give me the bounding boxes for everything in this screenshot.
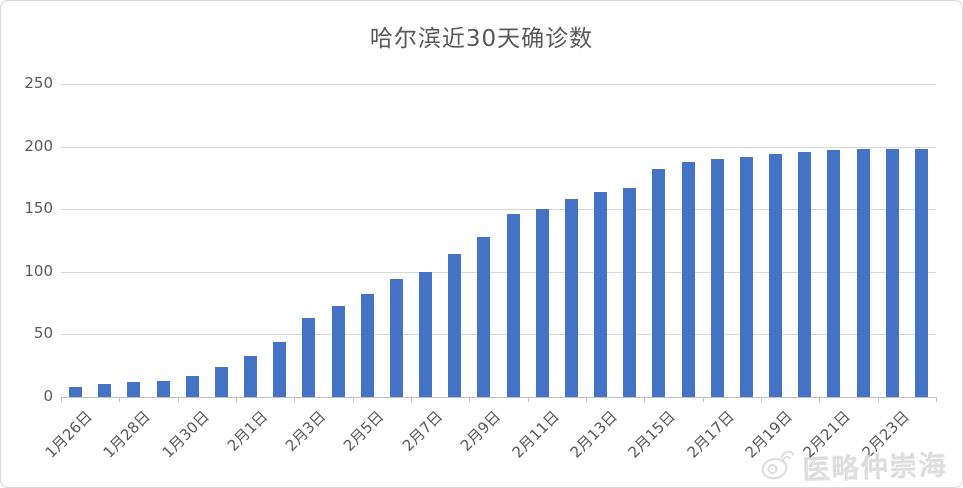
bar-2月19日 xyxy=(769,154,783,397)
y-axis-tick-label: 150 xyxy=(24,199,53,218)
bar-2月4日 xyxy=(331,305,345,397)
bar-1月28日 xyxy=(127,381,141,397)
y-gridline xyxy=(61,209,936,211)
x-axis-tick-mark xyxy=(761,397,762,402)
x-axis-tick-mark xyxy=(877,397,879,402)
bar-2月20日 xyxy=(798,151,812,397)
x-axis-tick-label: 2月5日 xyxy=(339,407,388,455)
x-axis-tick-label: 2月19日 xyxy=(741,407,796,462)
y-axis-tick-label: 250 xyxy=(24,74,53,92)
x-axis-tick-mark xyxy=(61,397,62,402)
y-gridline xyxy=(61,334,936,336)
bar-2月14日 xyxy=(623,187,637,397)
x-axis-tick-mark xyxy=(469,397,471,402)
x-axis-tick-mark xyxy=(177,397,179,402)
bar-2月9日 xyxy=(477,236,491,397)
x-axis-line xyxy=(61,397,936,398)
bar-2月2日 xyxy=(273,341,287,397)
x-axis-tick-label: 2月9日 xyxy=(456,407,505,455)
x-axis-tick-mark xyxy=(119,397,121,402)
x-axis-tick-label: 1月28日 xyxy=(99,407,155,462)
x-axis-tick-mark xyxy=(527,397,529,402)
y-axis-tick-label: 0 xyxy=(43,387,53,405)
x-axis-tick-mark xyxy=(411,397,412,402)
bar-2月8日 xyxy=(448,254,462,397)
bar-1月30日 xyxy=(185,375,199,397)
x-axis-tick-label: 2月3日 xyxy=(281,407,330,455)
x-axis-tick-label: 2月1日 xyxy=(223,407,271,455)
bar-2月3日 xyxy=(302,318,316,397)
bar-2月12日 xyxy=(564,199,578,397)
bar-2月7日 xyxy=(419,271,433,397)
x-axis-tick-mark xyxy=(819,397,821,402)
x-axis-tick-label: 2月7日 xyxy=(398,407,446,455)
bar-1月26日 xyxy=(69,386,83,397)
bar-2月24日 xyxy=(914,149,928,397)
x-axis-tick-mark xyxy=(644,397,646,402)
bar-2月11日 xyxy=(535,209,549,397)
x-axis-tick-label: 1月26日 xyxy=(41,407,96,462)
watermark: 医略仲崇海 xyxy=(757,446,949,487)
x-axis-tick-label: 1月30日 xyxy=(158,407,213,462)
x-axis-tick-mark xyxy=(294,397,296,402)
bar-2月6日 xyxy=(389,279,403,397)
x-axis-tick-mark xyxy=(586,397,587,402)
y-axis-tick-label: 50 xyxy=(33,324,53,343)
bar-1月31日 xyxy=(214,366,228,397)
bar-2月15日 xyxy=(652,169,666,397)
y-gridline xyxy=(61,271,936,273)
x-axis-tick-label: 2月11日 xyxy=(508,407,563,462)
y-axis-tick-label: 200 xyxy=(24,136,53,155)
bar-2月16日 xyxy=(681,161,695,397)
bar-2月5日 xyxy=(360,294,374,397)
y-gridline xyxy=(61,84,936,85)
bar-2月22日 xyxy=(856,149,870,397)
y-axis-tick-label: 100 xyxy=(24,261,53,280)
bar-2月17日 xyxy=(710,159,724,397)
x-axis-tick-mark xyxy=(352,397,354,402)
chart-title: 哈尔滨近30天确诊数 xyxy=(369,26,594,52)
y-gridline xyxy=(61,146,936,148)
x-axis-tick-label: 2月17日 xyxy=(683,407,738,462)
bar-2月18日 xyxy=(739,156,753,397)
bar-1月29日 xyxy=(156,380,170,397)
bar-2月10日 xyxy=(506,214,520,397)
x-axis-tick-mark xyxy=(936,397,937,402)
bar-2月1日 xyxy=(244,355,258,397)
bar-2月21日 xyxy=(827,150,841,397)
bar-2月13日 xyxy=(594,191,608,397)
x-axis-tick-mark xyxy=(236,397,237,402)
x-axis-tick-label: 2月23日 xyxy=(858,407,913,462)
x-axis-tick-label: 2月21日 xyxy=(799,407,855,462)
x-axis-tick-label: 2月15日 xyxy=(624,407,680,462)
x-axis-tick-label: 2月13日 xyxy=(566,407,621,462)
bar-1月27日 xyxy=(98,384,112,397)
x-axis-tick-mark xyxy=(702,397,704,402)
bar-2月23日 xyxy=(885,149,899,397)
